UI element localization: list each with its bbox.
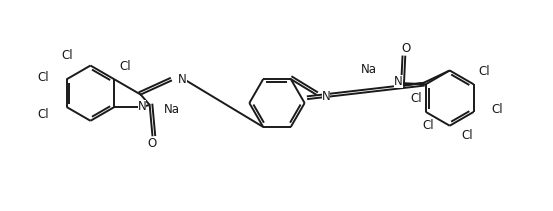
Text: Cl: Cl bbox=[37, 71, 49, 84]
Text: N: N bbox=[178, 73, 187, 86]
Text: N: N bbox=[322, 90, 330, 103]
Text: Cl: Cl bbox=[492, 103, 503, 116]
Text: O: O bbox=[148, 137, 157, 150]
Text: Cl: Cl bbox=[37, 108, 49, 121]
Text: Cl: Cl bbox=[61, 49, 72, 62]
Text: Cl: Cl bbox=[422, 119, 434, 132]
Text: Cl: Cl bbox=[410, 92, 422, 105]
Text: Na: Na bbox=[361, 63, 377, 76]
Text: Cl: Cl bbox=[462, 129, 473, 142]
Text: Cl: Cl bbox=[478, 65, 490, 78]
Text: N: N bbox=[138, 100, 147, 114]
Text: Cl: Cl bbox=[119, 60, 131, 73]
Text: N: N bbox=[394, 75, 403, 88]
Text: Na: Na bbox=[164, 103, 180, 116]
Text: O: O bbox=[401, 42, 411, 55]
